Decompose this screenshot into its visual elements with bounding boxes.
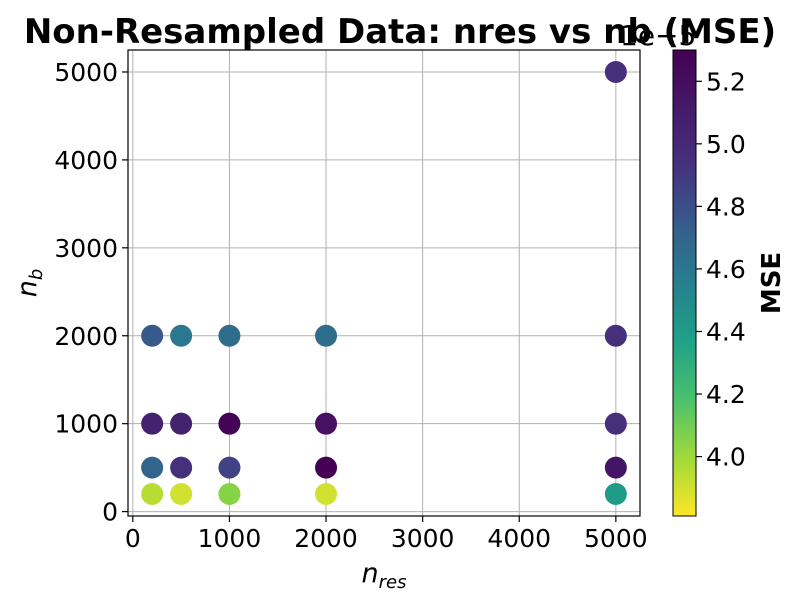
x-tick-label: 1000: [198, 524, 262, 553]
data-point: [170, 412, 193, 435]
data-point: [604, 60, 627, 83]
data-point: [218, 412, 241, 435]
x-axis-ticks: 0 1000 2000 3000 4000 5000: [125, 516, 648, 553]
colorbar-label: MSE: [757, 252, 787, 314]
y-tick-label: 4000: [54, 146, 118, 175]
x-axis-label: nres: [362, 558, 407, 593]
data-point: [315, 324, 338, 347]
colorbar-tick-label: 4.4: [706, 317, 746, 346]
colorbar-tick-label: 4.0: [706, 443, 746, 472]
data-point: [218, 324, 241, 347]
data-point: [604, 456, 627, 479]
data-point: [604, 412, 627, 435]
x-tick-label: 4000: [487, 524, 551, 553]
data-point: [315, 483, 338, 506]
colorbar-offset-text: 1e−5: [620, 19, 696, 52]
data-point: [141, 324, 164, 347]
y-axis-label: nb: [12, 269, 47, 298]
x-tick-label: 2000: [294, 524, 358, 553]
colorbar-tick-label: 5.0: [706, 130, 746, 159]
chart-title: Non-Resampled Data: nres vs nb (MSE): [24, 12, 776, 52]
data-point: [141, 483, 164, 506]
colorbar-tick-label: 4.6: [706, 255, 746, 284]
grid-lines: [128, 50, 640, 516]
data-point: [218, 483, 241, 506]
data-point: [315, 412, 338, 435]
x-tick-label: 5000: [584, 524, 648, 553]
colorbar-tick-label: 4.8: [706, 192, 746, 221]
y-tick-label: 1000: [54, 410, 118, 439]
data-point: [170, 324, 193, 347]
y-axis-label-base: n: [12, 280, 43, 297]
data-points: [141, 60, 627, 506]
y-tick-label: 2000: [54, 322, 118, 351]
y-tick-label: 3000: [54, 234, 118, 263]
x-axis-label-sub: res: [379, 572, 407, 593]
y-tick-label: 5000: [54, 58, 118, 87]
plot-frame: [127, 49, 641, 517]
x-axis-label-base: n: [362, 558, 379, 589]
colorbar-tick-label: 5.2: [706, 67, 746, 96]
data-point: [315, 456, 338, 479]
data-point: [218, 456, 241, 479]
x-tick-label: 3000: [391, 524, 455, 553]
y-axis-label-sub: b: [26, 269, 47, 280]
colorbar: [672, 49, 697, 517]
data-point: [141, 456, 164, 479]
data-point: [604, 483, 627, 506]
colorbar-tick-label: 4.2: [706, 380, 746, 409]
x-tick-label: 0: [125, 524, 141, 553]
y-axis-ticks: 0 1000 2000 3000 4000 5000: [54, 58, 128, 527]
data-point: [604, 324, 627, 347]
data-point: [170, 456, 193, 479]
data-point: [141, 412, 164, 435]
data-point: [170, 483, 193, 506]
y-tick-label: 0: [102, 498, 118, 527]
colorbar-ticks: 4.0 4.2 4.4 4.6 4.8 5.0 5.2: [696, 67, 746, 472]
